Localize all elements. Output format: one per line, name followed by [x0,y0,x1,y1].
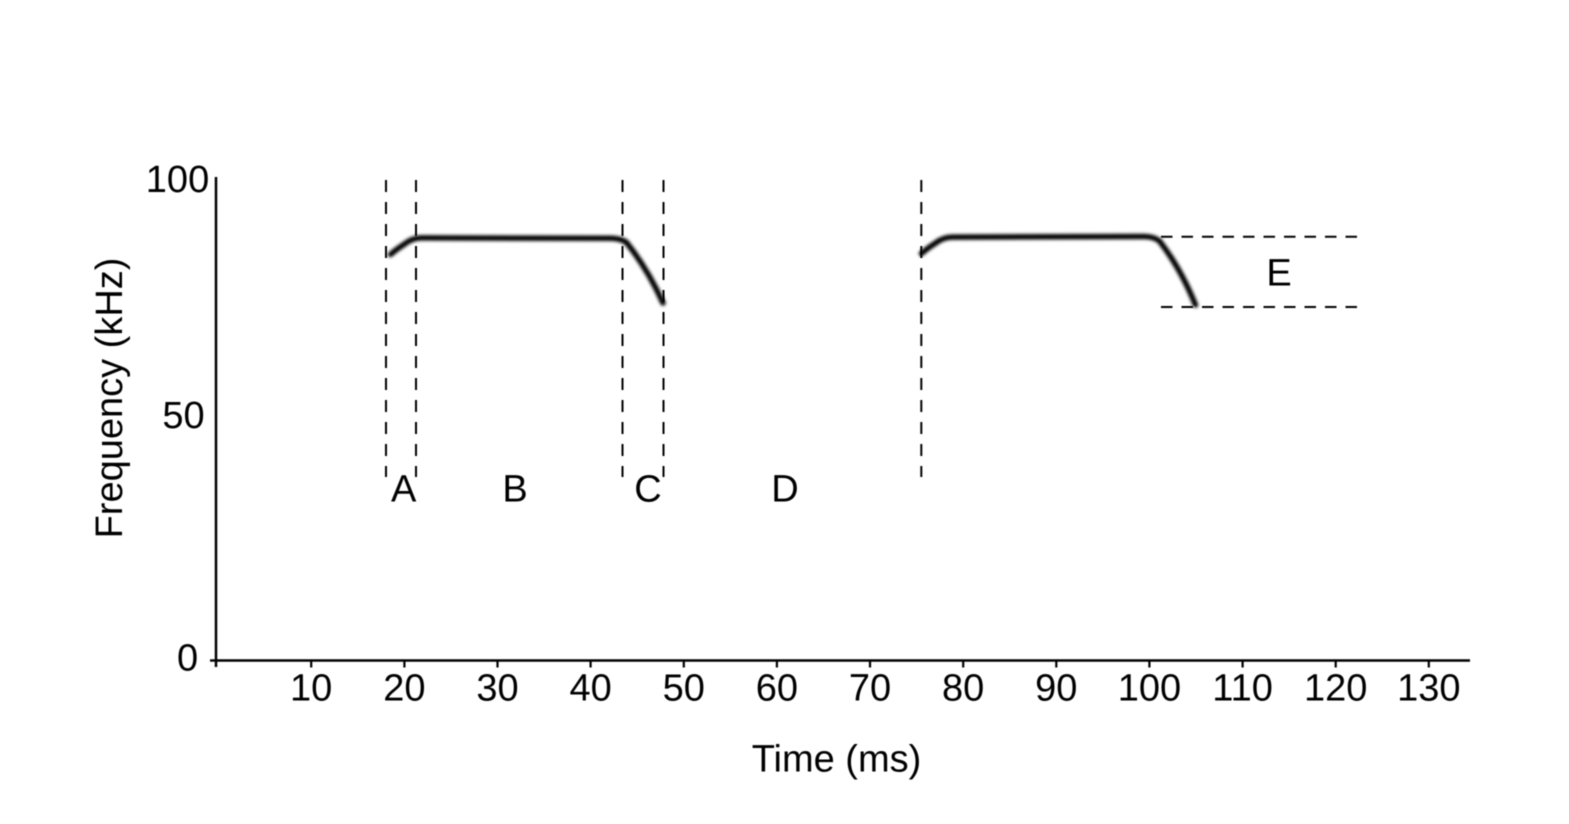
svg-text:Frequency (kHz): Frequency (kHz) [89,258,131,539]
svg-text:D: D [771,469,798,511]
svg-text:10: 10 [290,668,332,710]
svg-text:130: 130 [1397,668,1460,710]
svg-text:110: 110 [1212,668,1273,710]
svg-text:Time (ms): Time (ms) [752,739,922,781]
svg-text:60: 60 [756,668,798,710]
svg-text:100: 100 [1118,668,1181,710]
svg-text:120: 120 [1304,668,1367,710]
svg-text:90: 90 [1035,668,1077,710]
svg-text:20: 20 [383,668,425,710]
svg-text:0: 0 [177,638,198,680]
svg-text:E: E [1266,253,1291,295]
svg-text:B: B [502,469,527,511]
svg-text:80: 80 [942,668,984,710]
svg-text:70: 70 [849,668,891,710]
svg-text:50: 50 [663,668,705,710]
svg-text:C: C [634,469,661,511]
svg-text:40: 40 [569,668,611,710]
svg-text:A: A [391,469,417,511]
svg-text:100: 100 [146,159,209,201]
svg-text:50: 50 [162,395,204,437]
svg-text:30: 30 [476,668,518,710]
